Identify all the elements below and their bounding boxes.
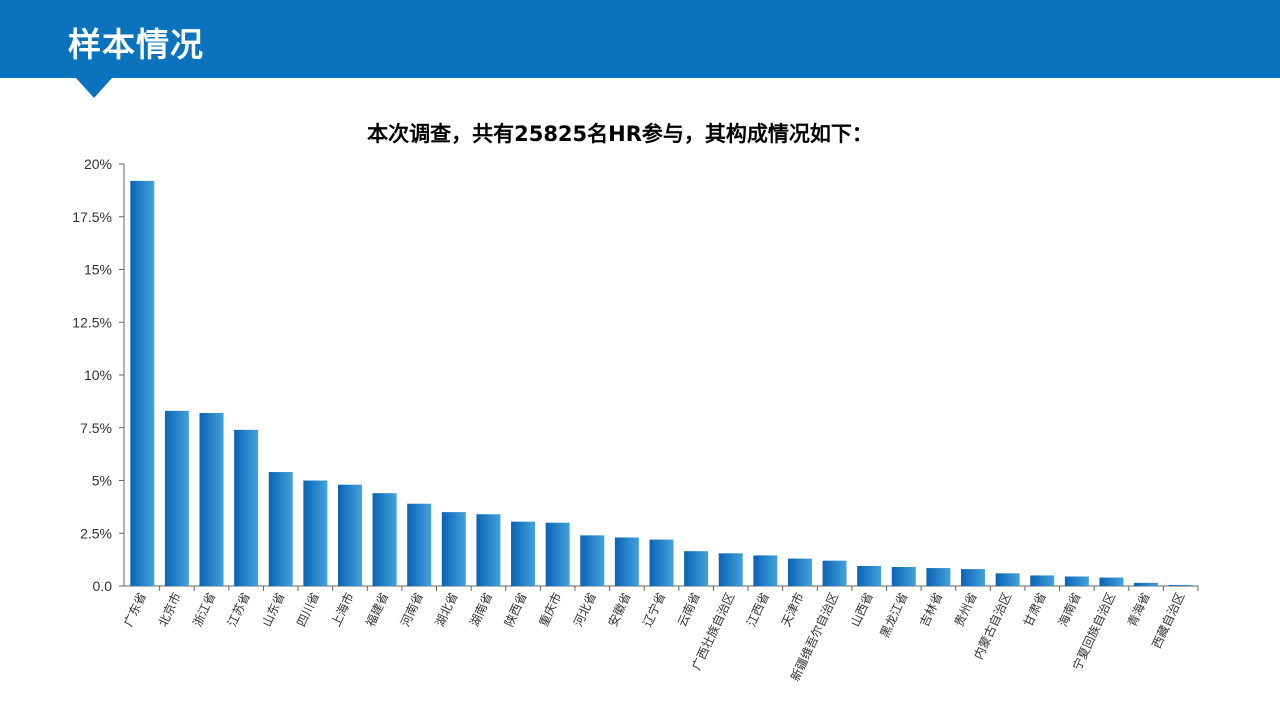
x-tick-label: 湖北省	[432, 590, 461, 629]
x-tick-label: 黑龙江省	[878, 590, 911, 639]
bar	[199, 412, 224, 586]
x-tick-label: 陕西省	[501, 590, 530, 629]
x-tick-label: 北京市	[155, 590, 184, 629]
y-tick-label: 15%	[84, 262, 112, 278]
bar	[926, 568, 951, 586]
x-tick-label: 辽宁省	[639, 590, 668, 629]
bar	[130, 180, 155, 586]
bar	[857, 565, 882, 586]
bar-chart: 0.0 2.5% 5% 7.5% 10% 12.5% 15% 17.5% 20% 广东省 北京市 浙江…	[72, 156, 1199, 683]
x-tick-label: 湖南省	[466, 590, 495, 629]
x-tick-label: 河北省	[571, 590, 599, 629]
bar	[441, 512, 466, 586]
y-tick-label: 17.5%	[72, 209, 112, 225]
bar	[337, 484, 362, 586]
x-tick-label: 江苏省	[225, 590, 253, 629]
bar	[1099, 577, 1124, 586]
x-tick-label: 上海市	[328, 590, 357, 629]
x-tick-label: 山东省	[260, 590, 288, 629]
x-tick-label: 青海省	[1124, 590, 1153, 629]
x-tick-label: 安徽省	[605, 590, 634, 629]
bar	[234, 429, 259, 586]
x-tick-label: 贵州省	[952, 590, 980, 629]
bar	[511, 521, 536, 586]
bar	[268, 472, 293, 586]
x-tick-label: 山西省	[848, 590, 876, 629]
bar	[995, 573, 1020, 586]
x-tick-label: 河南省	[397, 590, 426, 629]
x-tick-label: 广东省	[121, 590, 149, 629]
bar	[753, 555, 778, 586]
header-bar: 样本情况	[0, 0, 1280, 78]
y-tick-label: 5%	[92, 473, 112, 489]
bar	[614, 537, 639, 586]
chart-subtitle: 本次调查，共有25825名HR参与，其构成情况如下：	[367, 122, 873, 146]
bar	[1168, 584, 1193, 586]
x-tick-label: 四川省	[294, 590, 322, 629]
x-tick-label: 海南省	[1055, 590, 1084, 629]
bar	[684, 551, 709, 586]
bar	[649, 539, 674, 586]
x-tick-label: 云南省	[674, 590, 703, 629]
header-notch	[76, 78, 112, 98]
bar	[372, 493, 397, 586]
bar	[476, 514, 501, 586]
x-tick-label: 西藏自治区	[1149, 590, 1187, 650]
bar	[1134, 582, 1159, 586]
x-tick-label: 江西省	[744, 590, 772, 629]
bar	[787, 558, 812, 586]
bar	[891, 567, 916, 586]
bar	[1030, 575, 1055, 586]
x-tick-label: 重庆市	[536, 590, 565, 629]
x-tick-label: 浙江省	[190, 590, 218, 629]
x-tick-label: 吉林省	[917, 590, 945, 629]
bar	[545, 522, 570, 586]
y-tick-label: 7.5%	[80, 420, 112, 436]
y-tick-label: 10%	[84, 367, 112, 383]
page-title: 样本情况	[68, 25, 204, 64]
bar	[164, 410, 189, 586]
y-tick-label: 0.0	[93, 578, 113, 594]
bar	[407, 503, 432, 586]
bar	[961, 569, 986, 586]
bar	[1064, 576, 1089, 586]
y-tick-label: 12.5%	[72, 314, 112, 330]
y-tick-label: 20%	[84, 156, 112, 172]
x-tick-label: 天津市	[778, 590, 807, 629]
x-tick-label: 福建省	[363, 590, 392, 629]
bar	[822, 560, 847, 586]
bar	[718, 553, 743, 586]
bar	[580, 535, 605, 586]
y-tick-label: 2.5%	[80, 525, 112, 541]
bar	[303, 480, 328, 586]
x-tick-label: 甘肃省	[1021, 590, 1049, 629]
